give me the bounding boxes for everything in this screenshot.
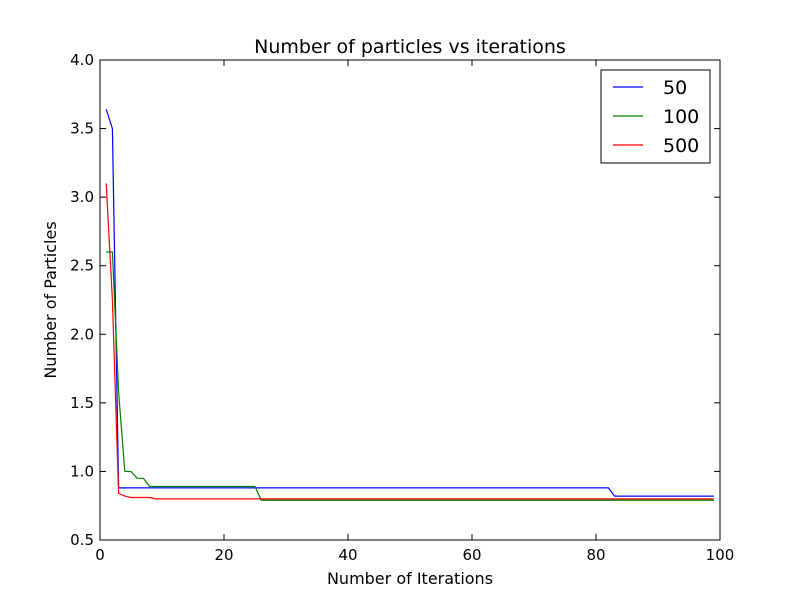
y-tick-label: 1.0 — [70, 462, 94, 480]
series-line-100 — [106, 251, 714, 501]
legend: 50 100 500 — [600, 69, 711, 164]
legend-entries: 50 100 500 — [613, 77, 699, 157]
series-line-500 — [105, 183, 714, 500]
series-layer — [105, 109, 714, 501]
y-tick-label: 2.0 — [70, 325, 94, 343]
y-tick-label: 0.5 — [70, 531, 94, 549]
plot-frame — [99, 59, 721, 541]
y-tick-label: 3.0 — [70, 188, 94, 206]
legend-label-500: 500 — [663, 135, 699, 157]
y-tick-label: 1.5 — [70, 394, 94, 412]
y-tick-label: 2.5 — [70, 257, 94, 275]
x-tick-label: 20 — [214, 546, 233, 564]
x-tick-label: 0 — [95, 546, 105, 564]
x-axis-ticks: 0 20 40 60 80 100 — [95, 60, 734, 564]
x-tick-label: 60 — [462, 546, 481, 564]
legend-label-100: 100 — [663, 106, 699, 128]
x-tick-label: 80 — [586, 546, 605, 564]
legend-label-50: 50 — [663, 77, 687, 99]
y-axis-title: Number of Particles — [41, 221, 60, 378]
x-tick-label: 40 — [338, 546, 357, 564]
y-axis-ticks: 0.5 1.0 1.5 2.0 2.5 3.0 3.5 4.0 — [70, 51, 720, 549]
x-axis-title: Number of Iterations — [327, 569, 493, 588]
chart-title: Number of particles vs iterations — [254, 36, 566, 58]
series-line-50 — [105, 109, 714, 497]
y-tick-label: 4.0 — [70, 51, 94, 69]
x-tick-label: 100 — [706, 546, 735, 564]
y-tick-label: 3.5 — [70, 120, 94, 138]
